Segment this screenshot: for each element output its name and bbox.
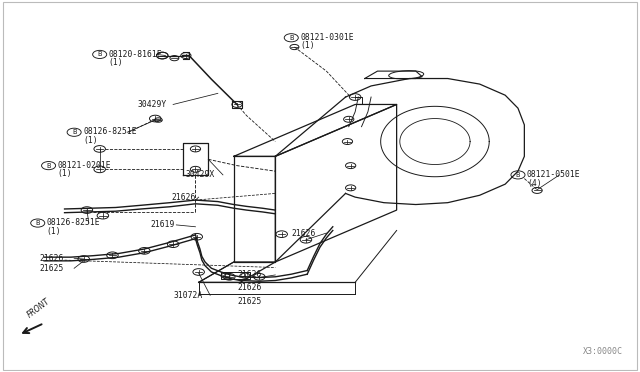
Text: B: B <box>46 163 51 169</box>
Text: (4): (4) <box>527 179 541 187</box>
Text: X3:0000C: X3:0000C <box>583 347 623 356</box>
Text: 21626: 21626 <box>172 193 196 202</box>
Text: FRONT: FRONT <box>26 296 52 320</box>
Text: 21626: 21626 <box>237 283 261 292</box>
Text: 08121-0201E: 08121-0201E <box>58 161 111 170</box>
Text: (1): (1) <box>109 58 124 67</box>
Text: 21625: 21625 <box>237 297 261 306</box>
Text: 30429X: 30429X <box>186 170 215 179</box>
Text: 21626: 21626 <box>39 254 63 263</box>
Text: 08120-8161F: 08120-8161F <box>109 49 163 58</box>
Text: B: B <box>35 220 40 226</box>
Text: (1): (1) <box>83 136 98 145</box>
Text: 21626: 21626 <box>237 270 261 279</box>
Text: 21625: 21625 <box>39 264 63 273</box>
Text: B: B <box>97 51 102 57</box>
Text: 30429Y: 30429Y <box>138 100 167 109</box>
Text: 21619: 21619 <box>151 221 175 230</box>
Text: 21626: 21626 <box>291 228 316 238</box>
Text: B: B <box>72 129 76 135</box>
Text: 08126-8251E: 08126-8251E <box>83 127 137 137</box>
Text: (1): (1) <box>58 169 72 178</box>
Text: B: B <box>289 35 294 41</box>
Text: B: B <box>516 172 520 178</box>
Text: (1): (1) <box>300 41 315 51</box>
Text: 08121-0301E: 08121-0301E <box>300 33 354 42</box>
Text: 31072A: 31072A <box>173 291 202 300</box>
Text: 08121-0501E: 08121-0501E <box>527 170 580 179</box>
Text: (1): (1) <box>47 227 61 236</box>
Text: 08126-8251E: 08126-8251E <box>47 218 100 227</box>
